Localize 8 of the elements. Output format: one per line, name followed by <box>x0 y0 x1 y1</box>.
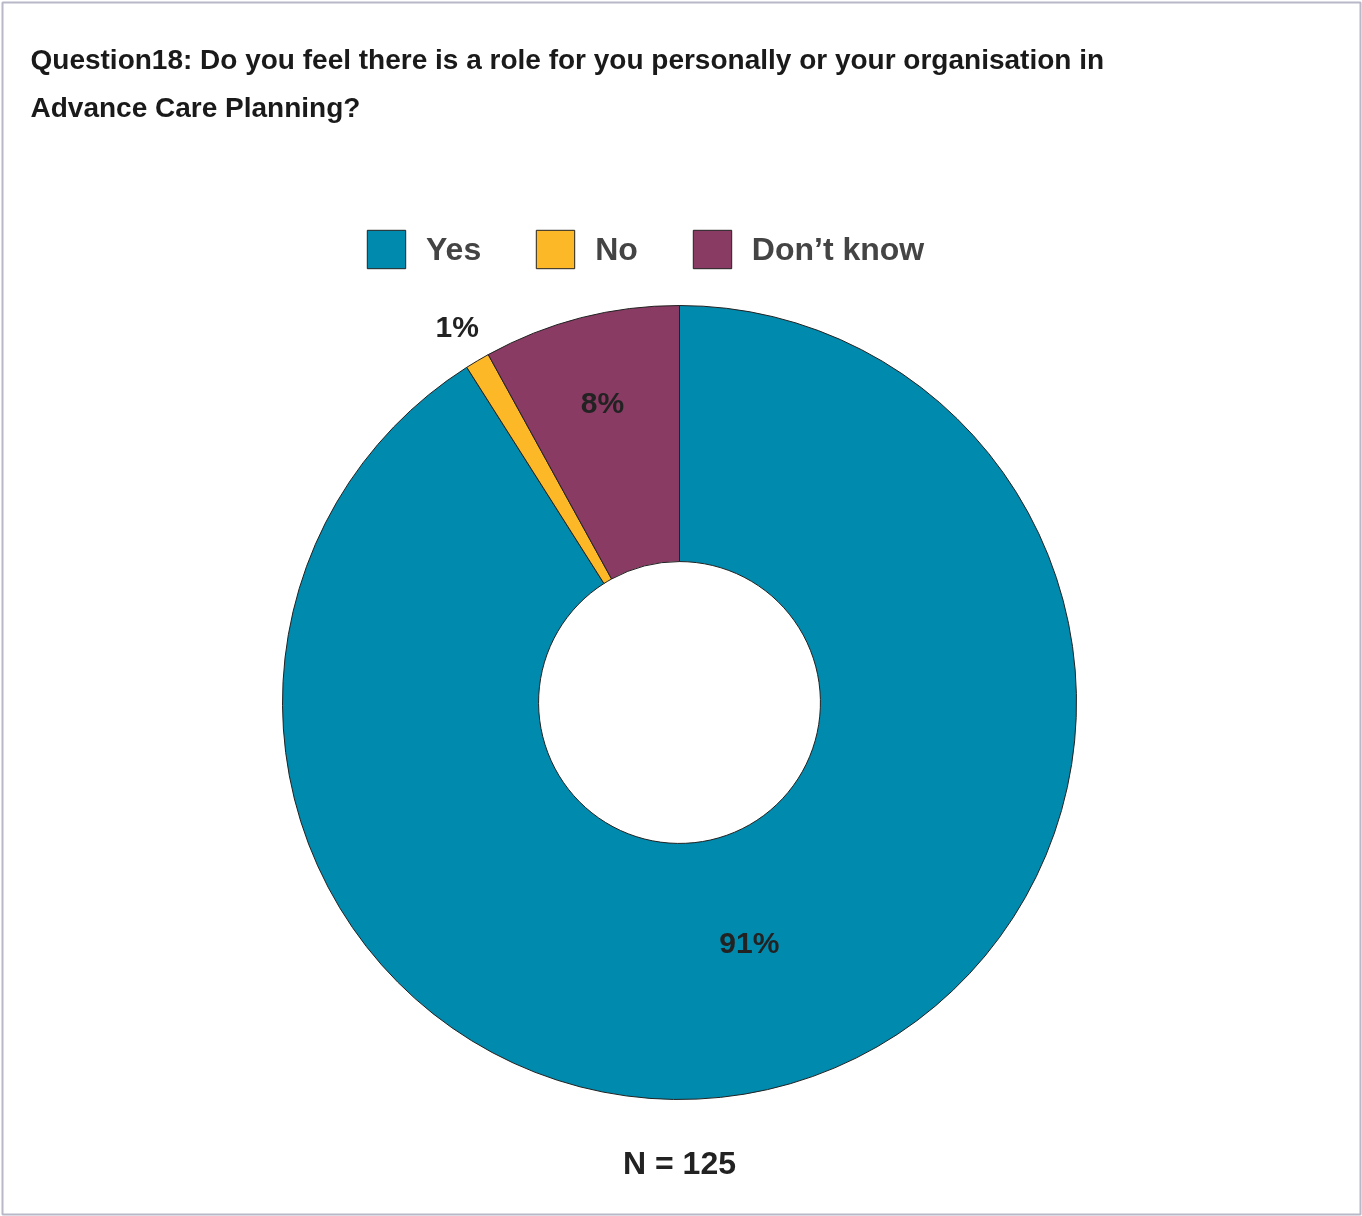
text: N = 125 <box>623 1144 736 1181</box>
legend-label: No <box>595 230 638 268</box>
data-label: 91% <box>719 926 780 960</box>
data-label: 8% <box>580 386 625 420</box>
chart-title: Question18: Do you feel there is a role for you personally or your organisation in Advance Care Planning? <box>30 44 1105 123</box>
legend-label: Don’t know <box>751 230 925 268</box>
legend-label: Yes <box>426 230 482 268</box>
data-label: 1% <box>435 310 479 344</box>
